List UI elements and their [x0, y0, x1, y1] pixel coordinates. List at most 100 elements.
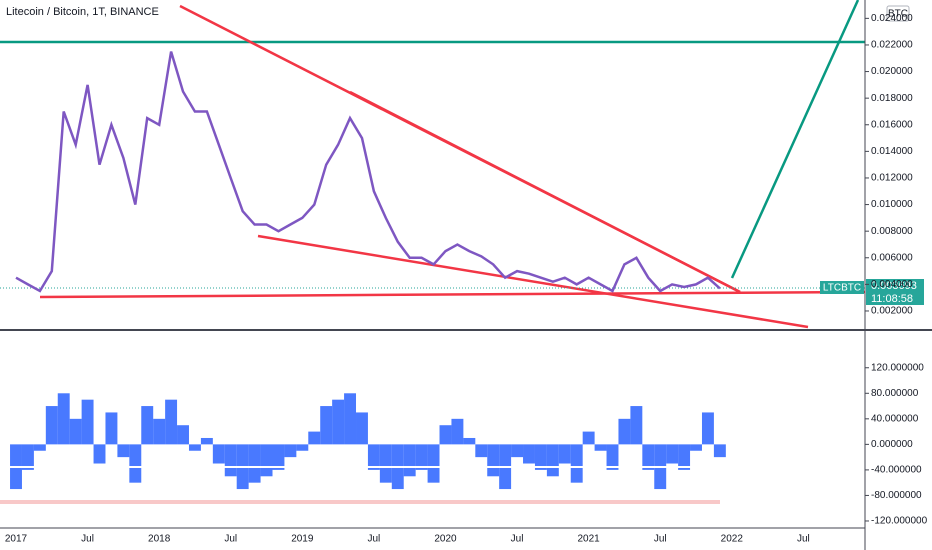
x-tick-label: Jul — [224, 534, 237, 545]
symbol-tag — [820, 281, 864, 294]
oscillator-bar — [367, 444, 380, 470]
y-tick-label: -80.000000 — [871, 490, 922, 501]
y-tick-label: 120.000000 — [871, 362, 924, 373]
y-tick-label: -40.000000 — [871, 465, 922, 476]
currency-badge — [886, 5, 910, 22]
oscillator-bar — [427, 444, 440, 483]
oscillator-bar — [117, 444, 130, 458]
trend-line — [730, 0, 860, 279]
oscillator-bar — [415, 444, 428, 470]
x-tick-label: 2021 — [578, 534, 601, 545]
y-tick-label: 0.018000 — [871, 93, 913, 104]
y-tick-label: 40.000000 — [871, 413, 919, 424]
oscillator-bar — [200, 437, 213, 445]
oscillator-bar — [260, 444, 273, 477]
oscillator-bar — [487, 444, 500, 477]
price-line — [15, 51, 721, 293]
signal-band — [0, 500, 720, 504]
oscillator-bar — [332, 399, 345, 445]
oscillator-bar — [320, 406, 333, 445]
oscillator-bar — [558, 444, 571, 464]
y-tick-label: 0.014000 — [871, 146, 913, 157]
oscillator-bar — [403, 444, 416, 477]
oscillator-bar — [475, 444, 488, 458]
y-tick-label: 0.024000 — [871, 13, 913, 24]
x-tick-label: Jul — [797, 534, 810, 545]
trend-line — [349, 90, 741, 294]
oscillator-bar — [141, 406, 154, 445]
x-tick-label: Jul — [511, 534, 524, 545]
oscillator-bar — [105, 412, 118, 445]
oscillator-bar — [511, 444, 524, 458]
x-tick-label: 2022 — [721, 534, 744, 545]
oscillator-bar — [212, 444, 225, 464]
currency-badge-text: BTC — [888, 9, 908, 20]
x-tick-label: 2020 — [434, 534, 457, 545]
oscillator-bar — [224, 444, 237, 477]
trend-line — [39, 290, 866, 299]
oscillator-bar — [594, 444, 607, 451]
oscillator-bar — [666, 444, 679, 464]
oscillator-bar — [618, 418, 631, 445]
y-tick-label: 0.008000 — [871, 226, 913, 237]
y-tick-label: 0.002000 — [871, 306, 913, 317]
oscillator-bar — [93, 444, 106, 464]
oscillator-bar — [153, 418, 166, 445]
symbol-label: LTCBTC — [823, 283, 861, 294]
oscillator-bar — [69, 418, 82, 445]
oscillator-bar — [546, 444, 559, 477]
price-label: 0.003693 — [871, 280, 917, 292]
oscillator-bar — [308, 431, 321, 445]
oscillator-bar — [642, 444, 655, 470]
oscillator-bar — [356, 412, 368, 445]
oscillator-bar — [582, 431, 595, 445]
y-tick-label: 0.012000 — [871, 173, 913, 184]
oscillator-bar — [344, 393, 357, 445]
y-tick-label: -120.000000 — [871, 516, 928, 527]
oscillator-bar — [165, 399, 178, 445]
x-tick-label: 2017 — [5, 534, 28, 545]
oscillator-bar — [606, 444, 619, 470]
oscillator-bar — [45, 406, 58, 445]
y-tick-label: 0.020000 — [871, 66, 913, 77]
x-tick-label: Jul — [81, 534, 94, 545]
oscillator-bar — [296, 444, 309, 451]
y-tick-label: 0.022000 — [871, 40, 913, 51]
oscillator-bar — [570, 444, 583, 483]
oscillator-bar — [713, 444, 726, 458]
oscillator-bar — [284, 444, 297, 458]
oscillator-bar — [523, 444, 535, 464]
oscillator-bar — [678, 444, 691, 470]
oscillator-bar — [129, 444, 142, 483]
trend-line — [257, 234, 809, 329]
oscillator-bar — [701, 412, 714, 445]
oscillator-bar — [188, 444, 201, 451]
y-tick-label: 0.016000 — [871, 119, 913, 130]
oscillator-bar — [439, 425, 452, 445]
oscillator-bar — [81, 399, 94, 445]
oscillator-bar — [690, 444, 702, 451]
y-tick-label: 0.010000 — [871, 199, 913, 210]
y-tick-label: 80.000000 — [871, 388, 919, 399]
oscillator-bar — [534, 444, 547, 470]
y-tick-label: 0.006000 — [871, 252, 913, 263]
y-tick-label: 0.000000 — [871, 439, 913, 450]
price-tag — [866, 279, 924, 305]
oscillator-bar — [33, 444, 46, 451]
oscillator-bar — [630, 406, 643, 445]
oscillator-bar — [272, 444, 285, 470]
oscillator-bar — [379, 444, 392, 483]
y-tick-label: 0.004000 — [871, 279, 913, 290]
x-tick-label: Jul — [368, 534, 381, 545]
x-tick-label: 2019 — [291, 534, 314, 545]
x-tick-label: 2018 — [148, 534, 171, 545]
oscillator-bar — [57, 393, 70, 445]
chart-title: Litecoin / Bitcoin, 1T, BINANCE — [6, 6, 159, 18]
countdown-label: 11:08:58 — [871, 293, 913, 305]
oscillator-bar — [177, 425, 189, 445]
oscillator-bar — [248, 444, 261, 483]
oscillator-bar — [463, 437, 476, 445]
oscillator-bar — [451, 418, 464, 445]
